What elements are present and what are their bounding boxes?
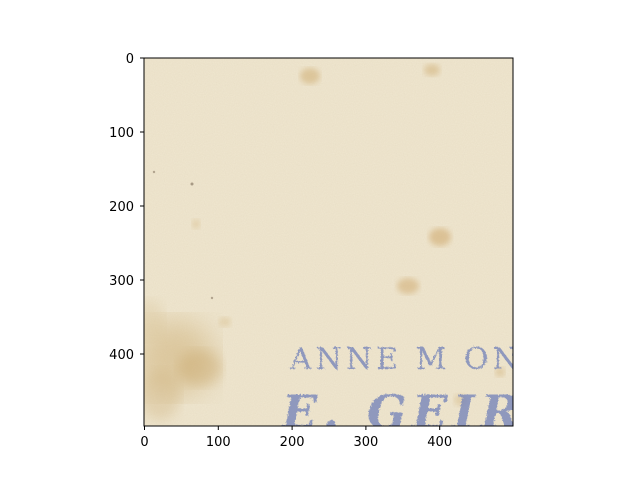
stamp-line-1: ANNE M ON <box>289 342 523 377</box>
foxing-spots <box>152 64 505 406</box>
x-tick-label: 400 <box>427 435 452 450</box>
x-tick-label: 100 <box>206 435 231 450</box>
y-tick-label: 100 <box>109 126 134 141</box>
axes-frame <box>143 57 514 427</box>
y-tick-label: 200 <box>109 200 134 215</box>
y-tick-label: 300 <box>109 274 134 289</box>
stamp-line-2: E. GEIR <box>280 385 525 439</box>
y-tick-label: 400 <box>109 348 134 363</box>
ink-stamp: ANNE M ON E. GEIR <box>280 342 525 439</box>
x-tick-label: 200 <box>280 435 305 450</box>
stain-lower-left <box>144 300 222 420</box>
x-tick-label: 0 <box>140 435 148 450</box>
paper-image: ANNE M ON E. GEIR <box>144 58 525 439</box>
x-axis: 0 100 200 300 400 <box>140 426 452 450</box>
y-tick-label: 0 <box>126 52 134 67</box>
y-axis: 0 100 200 300 400 <box>109 52 144 363</box>
x-tick-label: 300 <box>353 435 378 450</box>
